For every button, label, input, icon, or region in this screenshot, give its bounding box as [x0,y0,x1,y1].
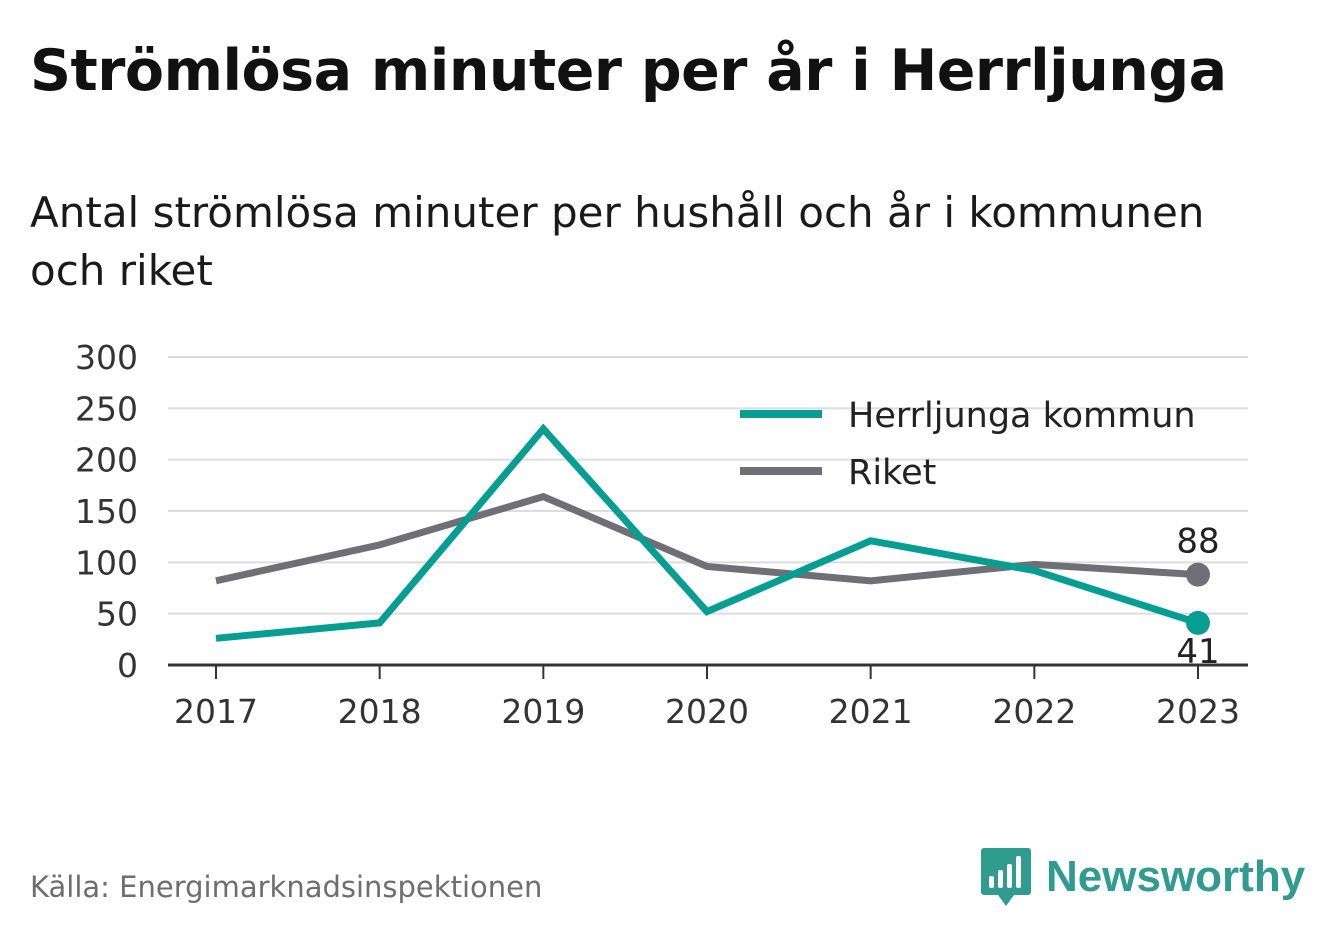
legend-label: Herrljunga kommun [848,396,1196,436]
y-tick-label: 300 [75,338,138,377]
y-tick-label: 200 [75,441,138,480]
x-tick-label: 2017 [174,692,258,731]
x-axis: 2017 2018 2019 2020 2021 2022 2023 [168,663,1248,731]
y-tick-label: 150 [75,492,138,531]
legend-label: Riket [848,453,936,493]
x-tick-label: 2019 [501,692,585,731]
series-lines: 88 41 [215,423,1220,672]
data-point-herrljunga-kommun [1186,610,1210,635]
y-axis-ticks: 0 50 100 150 200 250 300 [75,338,138,685]
y-tick-label: 50 [96,595,138,634]
y-tick-label: 100 [75,543,138,582]
source-note: Källa: Energimarknadsinspektionen [30,870,543,904]
chart-title: Strömlösa minuter per år i Herrljunga [30,38,1227,104]
chart-subtitle: Antal strömlösa minuter per hushåll och … [30,188,1205,295]
y-tick-label: 250 [75,389,138,428]
legend: Herrljunga kommun Riket [740,396,1196,493]
newsworthy-bars-icon [981,848,1031,906]
x-tick-label: 2022 [992,692,1076,731]
x-tick-label: 2023 [1156,692,1240,731]
brand-name: Newsworthy [1046,852,1306,901]
series-line-herrljunga-kommun [215,423,1200,642]
brand-logo: Newsworthy [980,846,1305,908]
gridlines [168,356,1248,615]
x-tick-label: 2020 [665,692,749,731]
series-line-riket [215,492,1199,585]
end-value-label: 88 [1176,522,1219,562]
x-tick-label: 2018 [338,692,422,731]
data-point-riket [1186,562,1210,587]
x-tick-label: 2021 [829,692,913,731]
y-tick-label: 0 [117,646,138,685]
end-value-label: 41 [1176,632,1219,672]
